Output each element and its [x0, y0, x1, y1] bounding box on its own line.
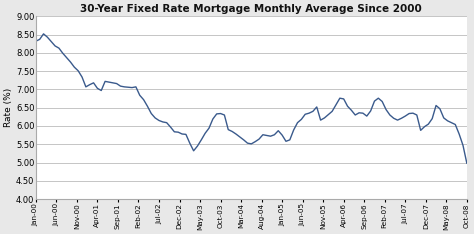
Title: 30-Year Fixed Rate Mortgage Monthly Average Since 2000: 30-Year Fixed Rate Mortgage Monthly Aver…	[81, 4, 422, 14]
Y-axis label: Rate (%): Rate (%)	[4, 88, 13, 127]
